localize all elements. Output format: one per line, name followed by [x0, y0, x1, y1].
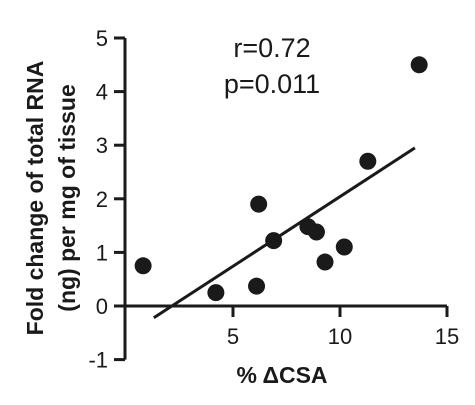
p-value: p=0.011 [224, 69, 320, 99]
y-tick-label: 0 [96, 294, 108, 319]
data-point [307, 223, 325, 241]
x-tick-label: 5 [227, 324, 239, 349]
x-axis-title: % ΔCSA [236, 362, 327, 388]
regression-line [153, 146, 416, 320]
y-tick-label: 1 [96, 240, 108, 265]
correlation-coefficient: r=0.72 [233, 33, 310, 63]
y-tick-label: 4 [96, 80, 108, 105]
x-tick-label: 10 [328, 324, 352, 349]
data-point [335, 238, 353, 256]
data-point [134, 257, 152, 275]
data-point [207, 284, 225, 302]
data-point [316, 253, 334, 271]
y-axis-title-line-1: Fold change of total RNA [22, 61, 48, 336]
data-point [359, 152, 377, 170]
y-tick-label: 3 [96, 133, 108, 158]
fit-line-group [153, 146, 416, 320]
y-tick-label: 2 [96, 187, 108, 212]
data-point [250, 195, 268, 213]
y-axis-title-line-2: (ng) per mg of tissue [54, 84, 80, 311]
y-tick-label: 5 [96, 26, 108, 51]
data-point [248, 277, 266, 295]
labels: r=0.72 p=0.011 % ΔCSA Fold change of total … [22, 33, 328, 388]
data-point [410, 56, 428, 74]
data-point [265, 232, 283, 250]
y-tick-label: -1 [88, 348, 108, 373]
points [134, 56, 428, 302]
ticks: -1 0 1 2 3 4 5 5 10 15 [88, 26, 459, 373]
x-tick-label: 15 [435, 324, 459, 349]
